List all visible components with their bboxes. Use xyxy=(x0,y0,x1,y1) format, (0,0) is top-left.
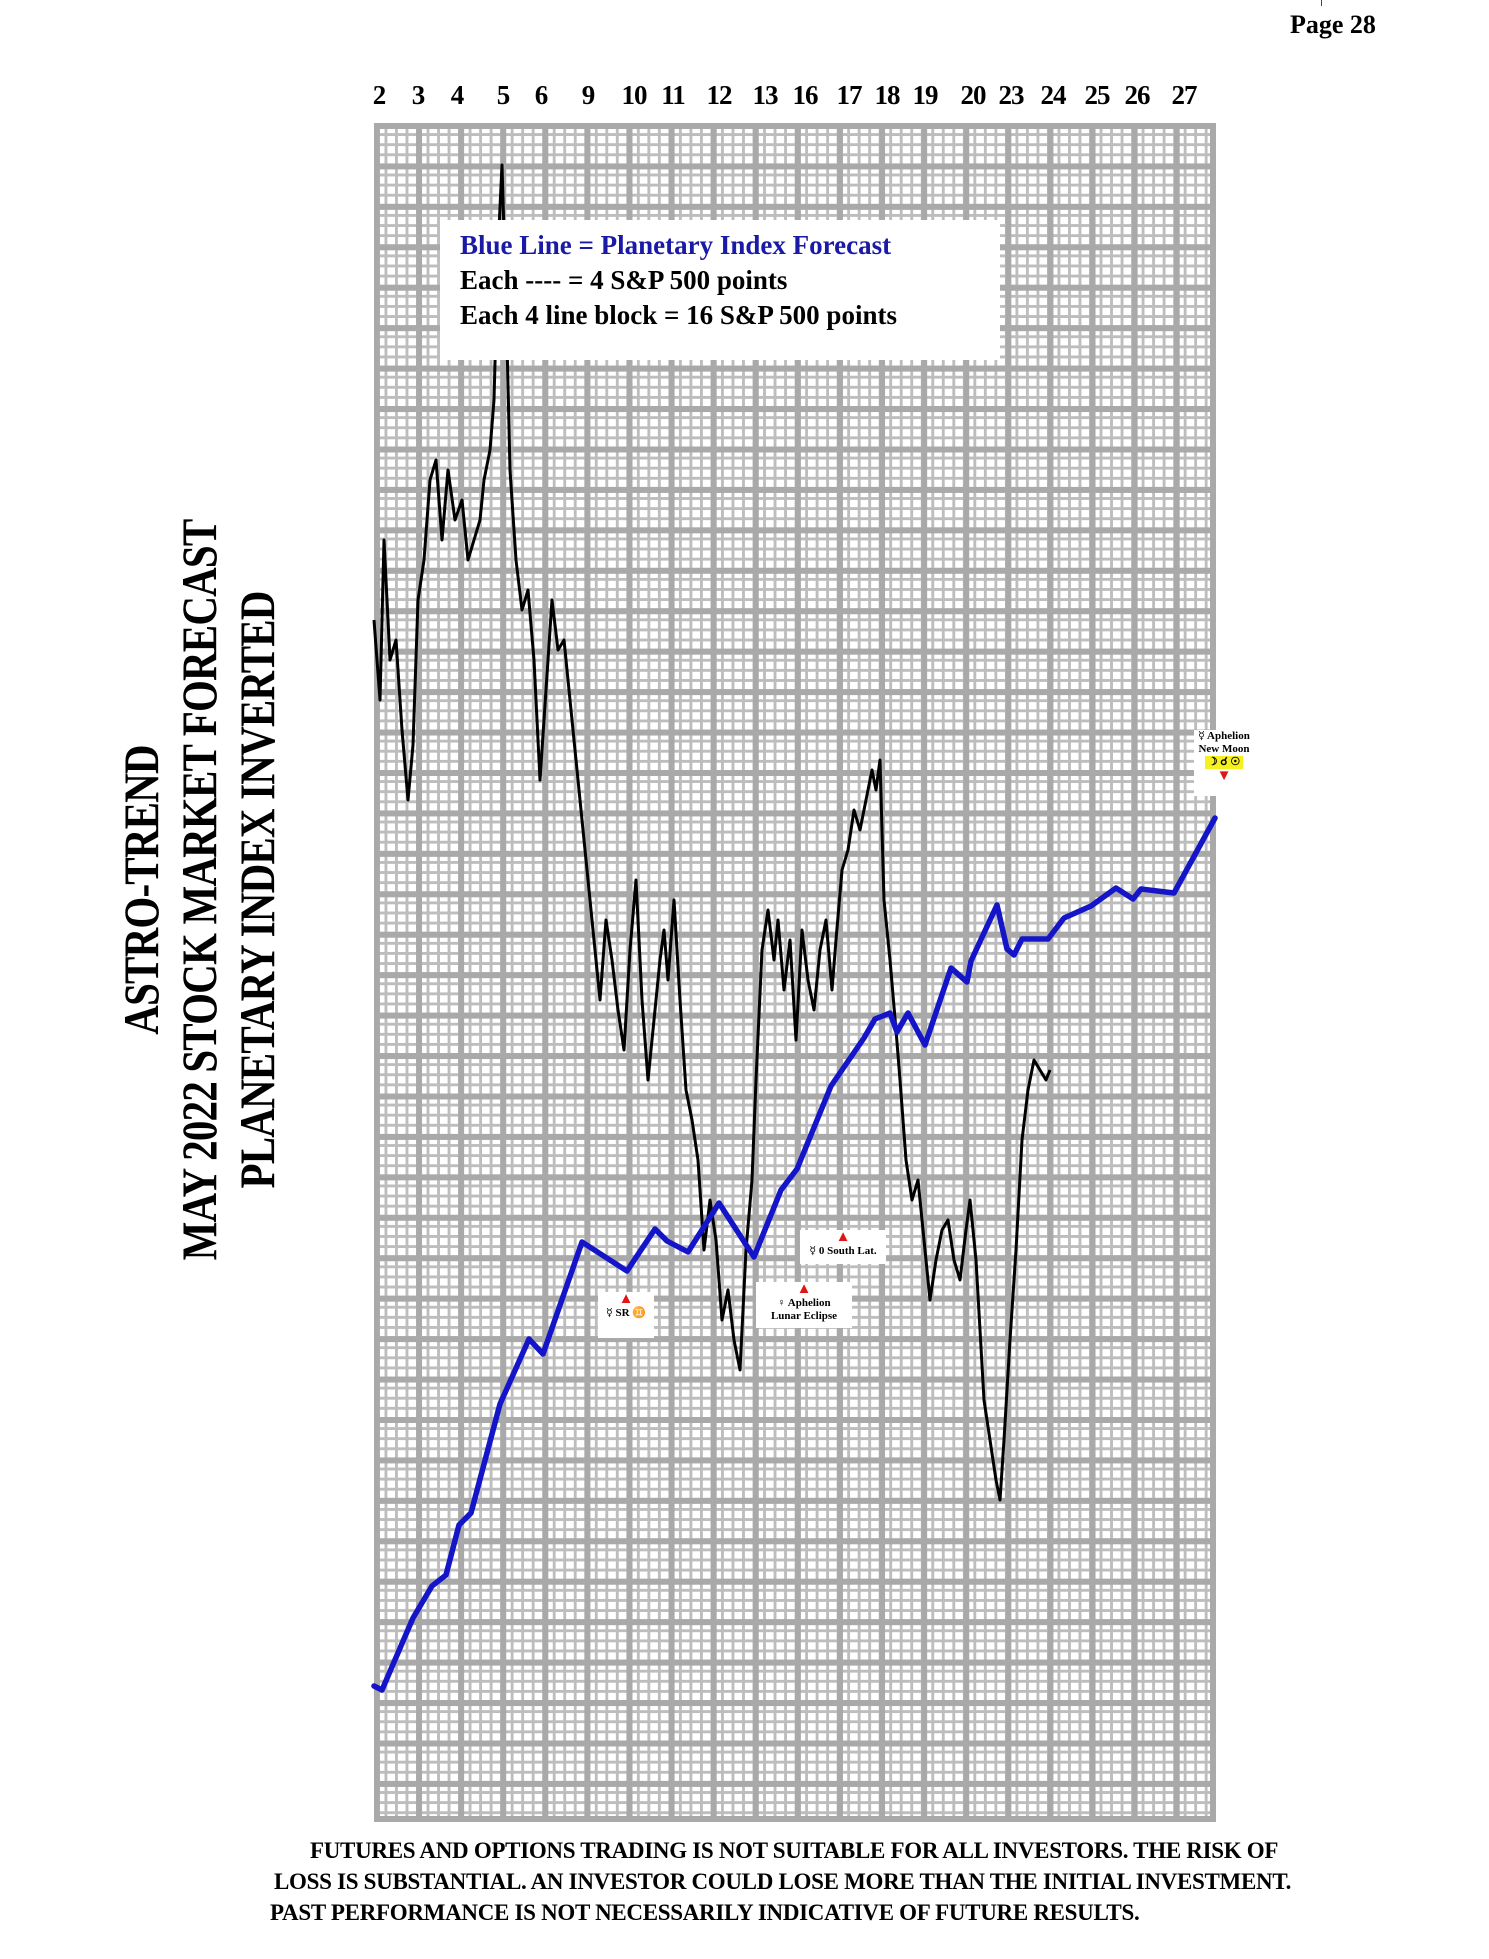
x-tick-label: 2 xyxy=(372,80,386,110)
arrow-up-icon: ▲ xyxy=(796,1281,812,1297)
x-tick-label: 6 xyxy=(534,80,548,110)
annotation-text-2: New Moon xyxy=(1198,743,1250,755)
x-tick-label: 17 xyxy=(836,80,863,110)
side-title-line3: PLANETARY INDEX INVERTED xyxy=(229,591,285,1189)
x-tick-label: 18 xyxy=(874,80,901,110)
x-tick-label: 24 xyxy=(1040,80,1067,110)
annotation-mercury-aphelion-newmoon: ☿ Aphelion New Moon ☽ ☌ ☉ ▼ xyxy=(1194,730,1254,796)
x-tick-label: 3 xyxy=(411,80,425,110)
arrow-down-icon: ▼ xyxy=(1216,768,1232,784)
page-tick-mark xyxy=(1321,0,1322,6)
x-tick-label: 9 xyxy=(581,80,595,110)
x-tick-label: 13 xyxy=(752,80,779,110)
legend-box: Blue Line = Planetary Index Forecast Eac… xyxy=(440,220,1000,360)
risk-disclaimer: FUTURES AND OPTIONS TRADING IS NOT SUITA… xyxy=(260,1835,1460,1928)
page-number: Page 28 xyxy=(1290,10,1376,39)
x-tick-label: 20 xyxy=(960,80,987,110)
legend-block-line: Each 4 line block = 16 S&P 500 points xyxy=(460,300,897,330)
x-tick-label: 25 xyxy=(1084,80,1111,110)
side-title-line1: ASTRO-TREND xyxy=(113,745,169,1035)
x-axis-day-labels: 2 3 4 5 6 9 10 11 12 13 16 17 18 19 20 2… xyxy=(0,80,1489,112)
disclaimer-line3: PAST PERFORMANCE IS NOT NECESSARILY INDI… xyxy=(270,1900,1140,1925)
annotation-venus-aphelion-eclipse: ▲ ♀ Aphelion Lunar Eclipse xyxy=(756,1282,852,1328)
annotation-mercury-sr-gemini: ▲ ☿ SR ♊ xyxy=(598,1292,654,1338)
conjunction-symbols: ☽ ☌ ☉ xyxy=(1204,756,1244,769)
x-tick-label: 12 xyxy=(706,80,733,110)
annotation-text: ☿ SR ♊ xyxy=(605,1307,646,1319)
x-tick-label: 26 xyxy=(1124,80,1151,110)
chart-grid xyxy=(374,123,1216,1822)
annotation-text: ☿ Aphelion xyxy=(1198,730,1250,742)
x-tick-label: 4 xyxy=(450,80,464,110)
legend-scale-line: Each ---- = 4 S&P 500 points xyxy=(460,265,788,295)
annotation-text: ☿ 0 South Lat. xyxy=(809,1245,877,1257)
arrow-up-icon: ▲ xyxy=(835,1229,851,1245)
annotation-text: ♀ Aphelion xyxy=(777,1297,831,1309)
disclaimer-line1: FUTURES AND OPTIONS TRADING IS NOT SUITA… xyxy=(310,1838,1279,1863)
x-tick-label: 5 xyxy=(496,80,510,110)
x-tick-label: 23 xyxy=(998,80,1025,110)
x-tick-label: 19 xyxy=(912,80,939,110)
x-tick-label: 16 xyxy=(792,80,819,110)
x-tick-label: 11 xyxy=(661,80,685,110)
legend-title: Blue Line = Planetary Index Forecast xyxy=(460,230,892,260)
arrow-up-icon: ▲ xyxy=(618,1291,634,1307)
annotation-mercury-south-lat: ▲ ☿ 0 South Lat. xyxy=(800,1230,886,1264)
x-tick-label: 10 xyxy=(621,80,648,110)
disclaimer-line2: LOSS IS SUBSTANTIAL. AN INVESTOR COULD L… xyxy=(274,1869,1292,1894)
side-title-line2: MAY 2022 STOCK MARKET FORECAST xyxy=(171,519,227,1261)
side-title: ASTRO-TREND MAY 2022 STOCK MARKET FORECA… xyxy=(112,340,286,1440)
x-tick-label: 27 xyxy=(1171,80,1198,110)
annotation-text-2: Lunar Eclipse xyxy=(770,1310,838,1322)
